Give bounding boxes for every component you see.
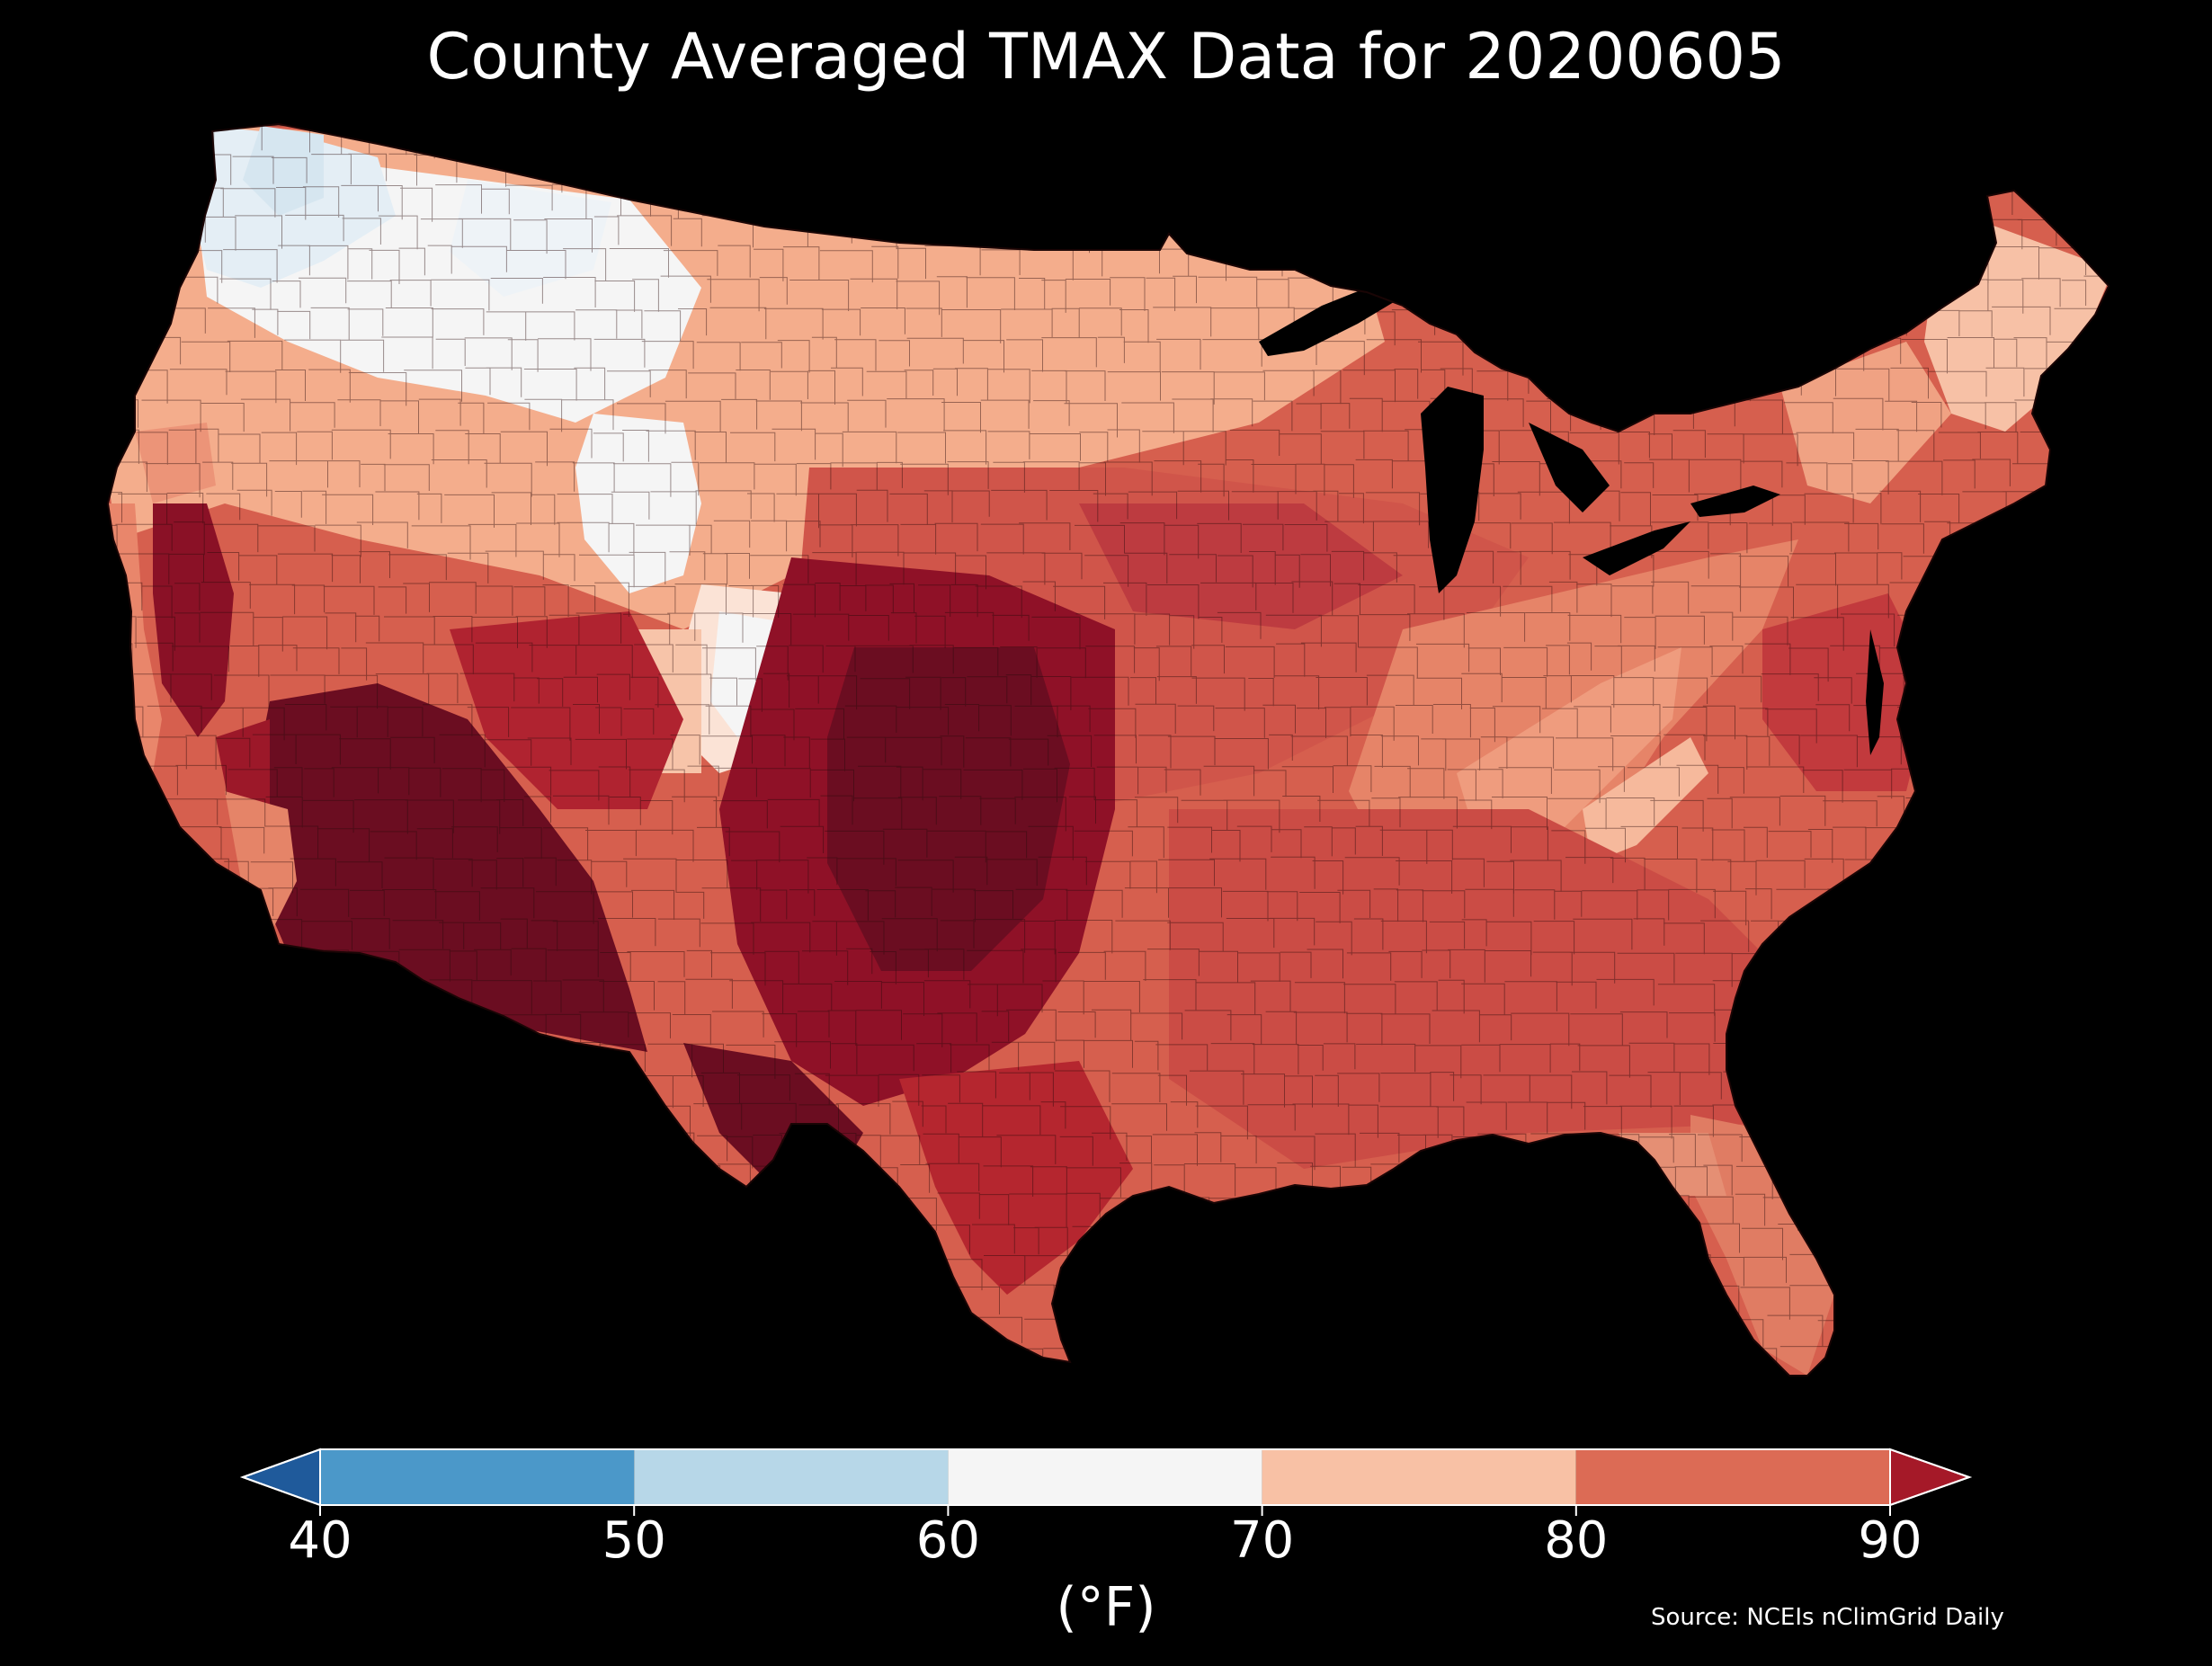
- colorbar-bin-2: [948, 1449, 1262, 1505]
- colorbar-tick-label: 80: [1544, 1511, 1608, 1570]
- colorbar-bin-0: [320, 1449, 635, 1505]
- source-credit: Source: NCEIs nClimGrid Daily: [1651, 1604, 2004, 1631]
- colorbar-bin-4: [1575, 1449, 1890, 1505]
- colorbar-over-arrow: [1889, 1448, 1973, 1507]
- colorbar-under-arrow: [240, 1448, 321, 1507]
- colorbar-bin-1: [634, 1449, 949, 1505]
- colorbar-tick-label: 70: [1230, 1511, 1294, 1570]
- colorbar-tick-label: 90: [1858, 1511, 1922, 1570]
- colorbar-bin-3: [1262, 1449, 1576, 1505]
- great-lakes: [1259, 281, 1780, 593]
- colorbar-tick-label: 60: [916, 1511, 980, 1570]
- colorbar-tick-label: 40: [288, 1511, 352, 1570]
- colorbar-tick-label: 50: [602, 1511, 666, 1570]
- chesapeake-bay: [1866, 629, 1884, 755]
- colorbar-unit-label: (°F): [1056, 1576, 1155, 1639]
- figure-title: County Averaged TMAX Data for 20200605: [426, 20, 1786, 94]
